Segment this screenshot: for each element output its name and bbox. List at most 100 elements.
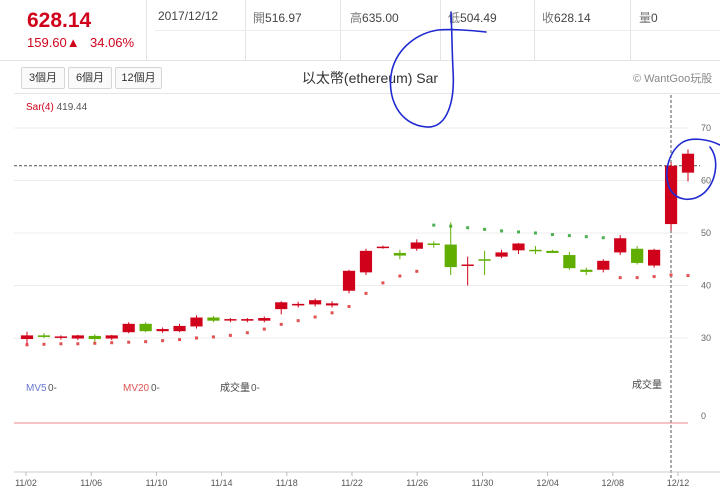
candle [495, 249, 508, 259]
candle-body [614, 238, 627, 253]
candle-body [156, 329, 169, 332]
candle [427, 241, 440, 248]
candle [156, 327, 169, 333]
candle [512, 242, 525, 254]
sar-dot [330, 311, 334, 315]
sar-dots [25, 223, 690, 347]
toolbar-divider [14, 93, 720, 94]
sar-dot [601, 236, 605, 240]
price-change-percent: 34.06% [90, 35, 135, 50]
candle-body [495, 252, 508, 257]
open-value: 516.97 [265, 11, 302, 25]
close-label: 收 [542, 11, 555, 25]
sar-dot [262, 327, 266, 331]
sar-dot [449, 224, 453, 228]
sar-dot [567, 234, 571, 238]
low-value: 504.49 [460, 11, 497, 25]
candle-body [461, 264, 474, 266]
volume-label: 量 [639, 11, 652, 25]
x-tick-label: 11/06 [80, 478, 102, 488]
y-tick-label: 60 [701, 176, 711, 186]
price-axis: 70 60 50 40 30 [701, 123, 711, 343]
candles [20, 149, 695, 345]
y-tick-label: 40 [701, 281, 711, 291]
sar-dot [127, 340, 131, 344]
sar-dot [652, 275, 656, 279]
sar-dot [279, 322, 283, 326]
y-tick-label: 70 [701, 123, 711, 133]
candle-body [139, 323, 152, 332]
candle-body [410, 242, 423, 249]
sar-dot [42, 342, 46, 346]
candle-body [241, 319, 254, 321]
price-change: 159.60▲ [27, 35, 80, 50]
x-tick-label: 11/26 [406, 478, 428, 488]
candle-body [597, 260, 610, 270]
candle-body [478, 259, 491, 261]
candle [342, 269, 356, 294]
sar-dot [432, 223, 436, 227]
candle-body [20, 335, 34, 340]
sar-dot [245, 331, 249, 335]
candle [444, 222, 457, 275]
candle [173, 323, 186, 333]
watermark-credit: © WantGoo玩股 [633, 73, 713, 85]
range-3m-button[interactable]: 3個月 [21, 67, 65, 89]
indicator-name: Sar(4) [26, 102, 54, 113]
open-stat: 開516.97 [253, 9, 302, 26]
candle-body [105, 335, 118, 339]
candle-body [122, 323, 135, 333]
sar-dot [347, 305, 351, 308]
chart-title: 以太幣(ethereum) Sar [301, 70, 439, 86]
candle-body [173, 325, 186, 332]
sar-dot [381, 281, 385, 285]
candle [275, 301, 288, 315]
sar-dot [110, 341, 114, 345]
range-6m-button[interactable]: 6個月 [68, 67, 112, 89]
candle-body [224, 319, 237, 321]
candle-body [648, 249, 661, 266]
candle [241, 318, 254, 323]
sar-dot [296, 319, 300, 323]
candle-body [190, 317, 203, 327]
x-tick-label: 11/22 [341, 478, 363, 488]
sar-dot [550, 233, 554, 237]
open-label: 開 [253, 11, 266, 25]
candle [292, 301, 305, 308]
candle [325, 301, 339, 308]
candle-body [664, 165, 678, 225]
sar-dot [686, 274, 690, 278]
sar-dot [483, 227, 487, 231]
candle-body [207, 317, 220, 321]
candle [461, 256, 474, 286]
sar-dot [500, 229, 504, 233]
range-12m-button[interactable]: 12個月 [115, 67, 162, 89]
x-tick-label: 11/02 [15, 478, 37, 488]
price-grid [14, 127, 688, 339]
candle-body [631, 248, 644, 263]
candle [54, 335, 67, 340]
x-tick-label: 11/10 [145, 478, 167, 488]
last-price: 628.14 [27, 9, 92, 32]
candle-body [512, 243, 525, 251]
sar-dot [178, 338, 182, 342]
candle-body [376, 246, 390, 249]
candle [681, 149, 695, 182]
low-stat: 低504.49 [448, 9, 497, 26]
indicator-legend: Sar(4) 419.44 [26, 102, 87, 113]
candle-body [325, 303, 339, 306]
x-tick-label: 11/14 [211, 478, 233, 488]
sar-dot [364, 291, 368, 295]
candle [529, 246, 542, 254]
candle [207, 315, 220, 323]
candle [631, 246, 644, 265]
annotation-last-candle-circle [666, 138, 720, 200]
date-axis: 11/02 11/06 11/10 11/14 11/18 11/22 11/26 11/30… [15, 472, 689, 488]
low-label: 低 [448, 11, 461, 25]
candle-body [444, 244, 457, 268]
candle [580, 267, 593, 275]
sar-dot [194, 336, 198, 340]
sar-dot [228, 333, 232, 337]
candle [376, 245, 390, 249]
high-label: 高 [350, 11, 363, 25]
